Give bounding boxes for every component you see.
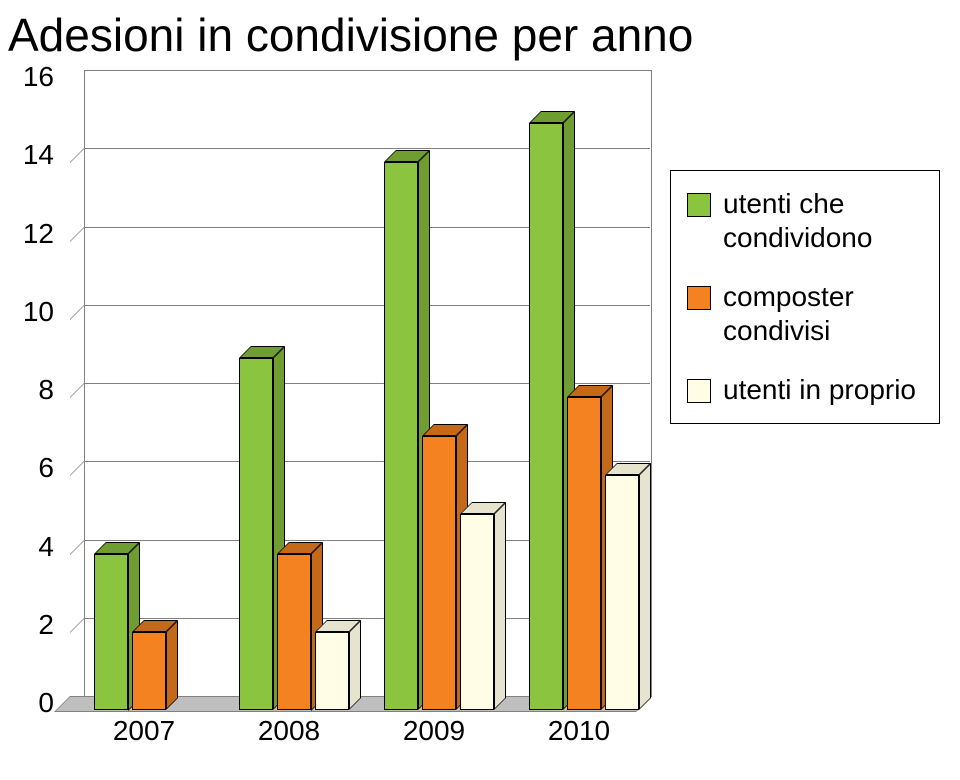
grid-line-side [70, 461, 84, 490]
bar [460, 502, 506, 710]
y-tick-label: 4 [38, 531, 54, 563]
plot-area [70, 70, 650, 710]
y-tick-label: 6 [38, 452, 54, 484]
x-tick-label: 2009 [364, 715, 504, 747]
y-axis-labels: 0246810121416 [10, 70, 60, 710]
grid-line-side [70, 383, 84, 412]
legend-swatch [687, 379, 711, 403]
x-tick-label: 2008 [219, 715, 359, 747]
x-tick-label: 2007 [74, 715, 214, 747]
legend-item: utenti che condividono [687, 187, 923, 254]
y-tick-label: 16 [23, 61, 54, 93]
y-tick-label: 2 [38, 609, 54, 641]
legend-item: utenti in proprio [687, 373, 923, 407]
grid-line-side [70, 618, 84, 647]
grid-line-side [70, 305, 84, 334]
legend-swatch [687, 193, 711, 217]
bar [132, 620, 178, 710]
x-tick-label: 2010 [509, 715, 649, 747]
legend-label: utenti che condividono [723, 187, 923, 254]
y-tick-label: 8 [38, 374, 54, 406]
legend-item: composter condivisi [687, 280, 923, 347]
y-tick-label: 14 [23, 139, 54, 171]
legend: utenti che condividono composter condivis… [670, 170, 940, 424]
bar [605, 463, 651, 710]
bar [315, 620, 361, 710]
y-tick-label: 10 [23, 296, 54, 328]
chart-title: Adesioni in condivisione per anno [0, 0, 960, 70]
y-tick-label: 0 [38, 687, 54, 719]
legend-label: utenti in proprio [723, 373, 916, 407]
grid-line-side [70, 540, 84, 569]
chart-container: 0246810121416 2007200820092010 utenti ch… [10, 70, 950, 760]
y-tick-label: 12 [23, 218, 54, 250]
legend-swatch [687, 286, 711, 310]
grid-line-side [70, 148, 84, 177]
legend-label: composter condivisi [723, 280, 923, 347]
grid-line-side [70, 227, 84, 256]
